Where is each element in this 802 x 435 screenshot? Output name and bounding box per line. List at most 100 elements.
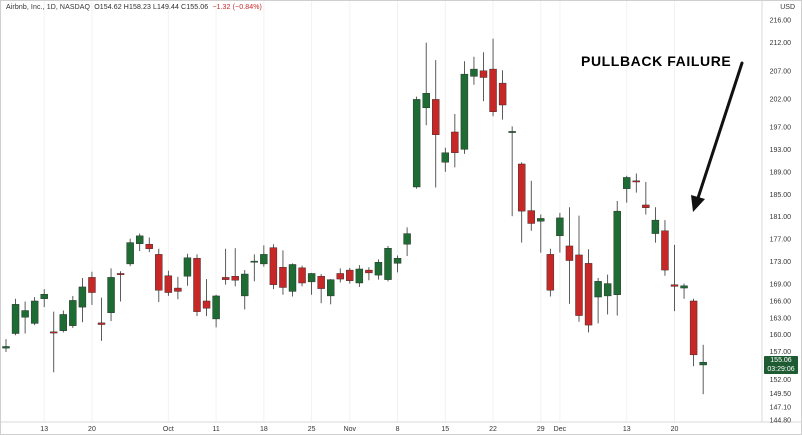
candle[interactable] bbox=[231, 248, 239, 287]
candle[interactable] bbox=[155, 248, 163, 303]
candle[interactable] bbox=[327, 279, 335, 305]
candle[interactable] bbox=[135, 233, 144, 251]
candle[interactable] bbox=[288, 263, 297, 297]
candle[interactable] bbox=[546, 248, 555, 297]
candle[interactable] bbox=[594, 277, 602, 324]
candle[interactable] bbox=[575, 215, 583, 322]
candle[interactable] bbox=[613, 201, 621, 316]
candle[interactable] bbox=[50, 311, 58, 373]
candle[interactable] bbox=[642, 181, 650, 215]
time-axis[interactable]: 13 20 Oct 11 18 25 Nov 8 15 22 29 Dec 13 20 bbox=[40, 426, 678, 433]
x-tick-label: 8 bbox=[396, 426, 400, 433]
candle[interactable] bbox=[422, 42, 430, 126]
candle[interactable] bbox=[346, 267, 354, 284]
candle[interactable] bbox=[584, 249, 593, 333]
candle[interactable] bbox=[556, 212, 564, 253]
candle[interactable] bbox=[145, 237, 153, 253]
candle[interactable] bbox=[116, 271, 125, 302]
candle[interactable] bbox=[279, 250, 287, 295]
candle[interactable] bbox=[269, 244, 278, 290]
candle-body bbox=[584, 263, 593, 326]
candle[interactable] bbox=[537, 214, 545, 253]
candle[interactable] bbox=[174, 276, 182, 300]
candle[interactable] bbox=[699, 344, 707, 395]
candle[interactable] bbox=[393, 255, 402, 273]
plot-area[interactable] bbox=[2, 1, 707, 422]
candle-body bbox=[412, 99, 421, 188]
candle[interactable] bbox=[403, 227, 411, 257]
candle[interactable] bbox=[518, 162, 526, 243]
candle[interactable] bbox=[489, 38, 497, 117]
candle-body bbox=[298, 267, 306, 284]
y-tick-label: 216.00 bbox=[770, 18, 792, 25]
y-tick-label: 189.00 bbox=[770, 169, 792, 176]
candle[interactable] bbox=[670, 244, 679, 312]
candle[interactable] bbox=[107, 268, 115, 322]
candle[interactable] bbox=[565, 207, 574, 304]
candle[interactable] bbox=[317, 274, 325, 304]
candle[interactable] bbox=[21, 301, 29, 334]
candle[interactable] bbox=[193, 254, 201, 317]
candle[interactable] bbox=[651, 207, 660, 243]
candle-body bbox=[346, 269, 354, 281]
candle[interactable] bbox=[88, 271, 96, 305]
candle-body bbox=[193, 258, 201, 312]
candle[interactable] bbox=[40, 289, 48, 308]
candle[interactable] bbox=[412, 96, 421, 189]
candle-body bbox=[603, 283, 612, 297]
candle[interactable] bbox=[164, 270, 173, 296]
candle[interactable] bbox=[689, 298, 698, 367]
candle[interactable] bbox=[307, 272, 316, 295]
candle-body bbox=[336, 273, 344, 280]
candle[interactable] bbox=[212, 294, 220, 328]
candle[interactable] bbox=[126, 238, 134, 267]
candle-body bbox=[527, 210, 535, 224]
candle[interactable] bbox=[661, 220, 669, 276]
candle[interactable] bbox=[336, 268, 344, 283]
candle-body bbox=[260, 254, 268, 265]
candle[interactable] bbox=[365, 267, 373, 281]
candle[interactable] bbox=[355, 265, 364, 287]
candle[interactable] bbox=[680, 283, 688, 299]
x-tick-label: 15 bbox=[441, 426, 449, 433]
candle[interactable] bbox=[241, 270, 249, 310]
candle[interactable] bbox=[479, 52, 488, 102]
candle-body bbox=[269, 247, 278, 285]
candle[interactable] bbox=[30, 297, 39, 326]
candle[interactable] bbox=[183, 253, 192, 286]
candle[interactable] bbox=[2, 339, 10, 353]
x-tick-label: 13 bbox=[623, 426, 631, 433]
candle-body bbox=[403, 233, 411, 245]
candle[interactable] bbox=[59, 310, 67, 333]
y-tick-label: 144.80 bbox=[770, 418, 792, 425]
candle[interactable] bbox=[432, 60, 440, 188]
candle[interactable] bbox=[623, 175, 631, 203]
candle[interactable] bbox=[508, 126, 516, 217]
candle-body bbox=[50, 331, 58, 334]
candle[interactable] bbox=[451, 113, 459, 168]
candle[interactable] bbox=[603, 274, 612, 315]
candle-body bbox=[441, 152, 449, 163]
candle[interactable] bbox=[498, 70, 507, 120]
candle[interactable] bbox=[11, 298, 20, 336]
candle[interactable] bbox=[78, 277, 87, 323]
candle[interactable] bbox=[527, 180, 535, 231]
candle-body bbox=[116, 273, 125, 275]
candle[interactable] bbox=[202, 279, 211, 317]
candle[interactable] bbox=[221, 248, 230, 285]
candle-body bbox=[59, 314, 67, 331]
candle[interactable] bbox=[374, 259, 383, 280]
candle-body bbox=[670, 284, 679, 287]
candle[interactable] bbox=[632, 173, 640, 193]
candle[interactable] bbox=[384, 245, 392, 282]
candle[interactable] bbox=[97, 297, 106, 341]
candle[interactable] bbox=[69, 295, 77, 328]
y-tick-label: 147.10 bbox=[770, 405, 792, 412]
candle[interactable] bbox=[250, 254, 259, 282]
candle[interactable] bbox=[460, 61, 469, 154]
candle[interactable] bbox=[441, 147, 449, 172]
y-tick-label: 169.00 bbox=[770, 282, 792, 289]
candle[interactable] bbox=[470, 56, 478, 85]
candle[interactable] bbox=[298, 265, 306, 287]
candle[interactable] bbox=[260, 245, 268, 267]
